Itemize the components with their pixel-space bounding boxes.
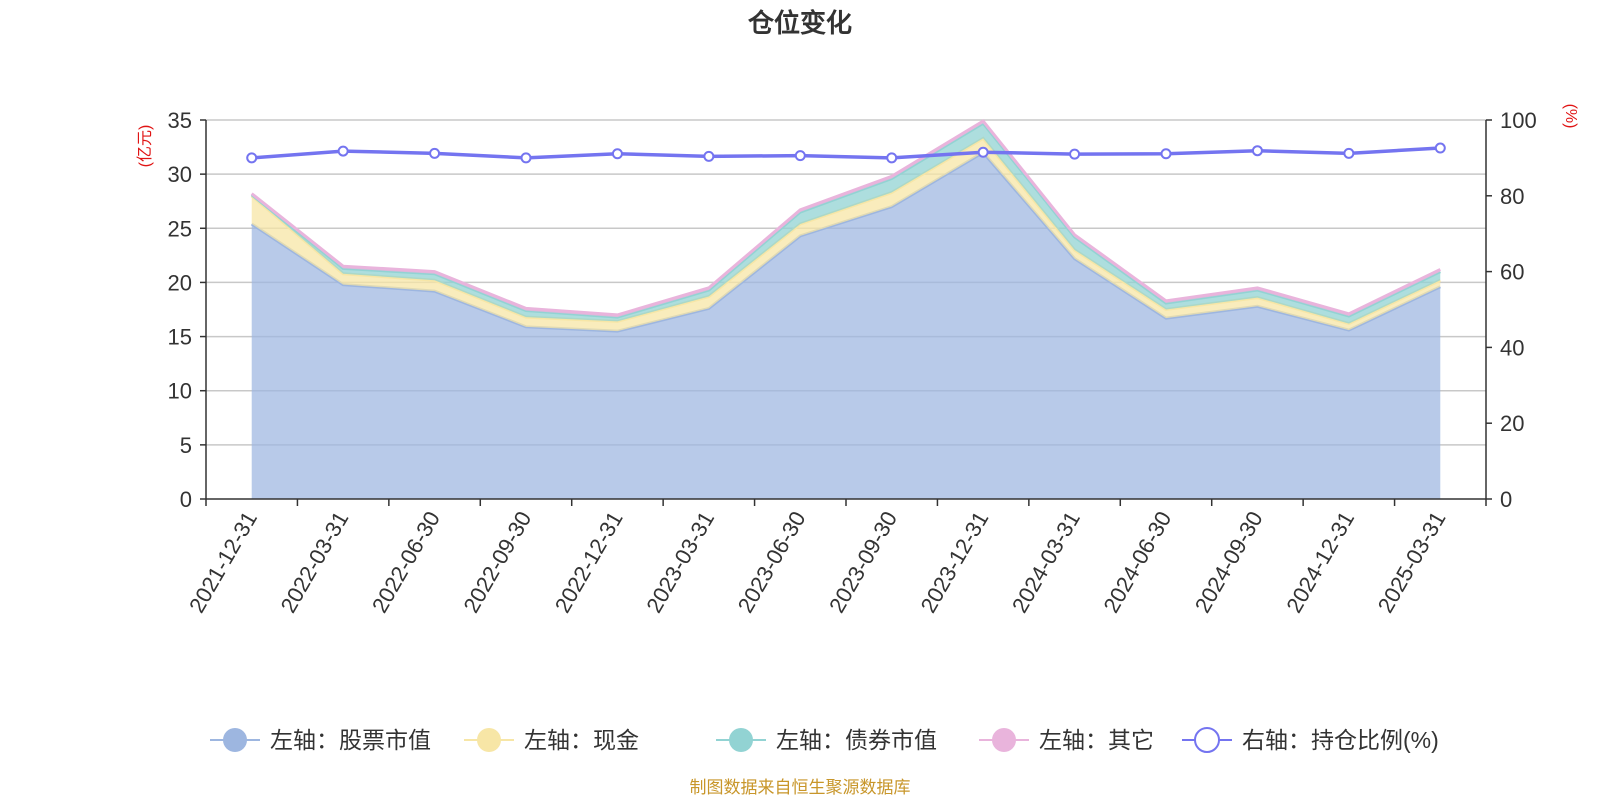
ratio-point xyxy=(520,152,532,164)
right-tick-label: 80 xyxy=(1500,184,1524,209)
left-tick-label: 20 xyxy=(168,270,192,295)
x-tick-label: 2022-03-31 xyxy=(276,507,354,617)
left-axis-unit-label: (亿元) xyxy=(136,125,154,168)
stacked-areas xyxy=(250,119,1441,499)
left-tick-label: 30 xyxy=(168,162,192,187)
right-tick-label: 20 xyxy=(1500,411,1524,436)
right-tick-label: 100 xyxy=(1500,108,1537,133)
left-tick-label: 0 xyxy=(180,487,192,512)
legend-label: 右轴：持仓比例(%) xyxy=(1242,727,1439,753)
ratio-point xyxy=(1343,147,1355,159)
legend-item-cash[interactable]: 左轴：现金 xyxy=(464,727,639,753)
ratio-series-line xyxy=(251,146,1441,160)
x-tick-label: 2023-12-31 xyxy=(916,507,994,617)
legend-circle-icon xyxy=(223,728,247,752)
legend-item-stocks[interactable]: 左轴：股票市值 xyxy=(210,727,431,753)
x-tick-label: 2022-06-30 xyxy=(367,507,445,617)
left-tick-label: 25 xyxy=(168,216,192,241)
ratio-point xyxy=(886,152,898,164)
legend-item-bonds[interactable]: 左轴：债券市值 xyxy=(716,727,937,753)
right-axis-unit-label: (%) xyxy=(1562,104,1579,129)
legend-hollow-circle-icon xyxy=(1194,727,1220,753)
x-tick-label: 2022-12-31 xyxy=(550,507,628,617)
stocks-area xyxy=(251,152,1441,499)
legend[interactable]: 左轴：股票市值 左轴：现金 左轴：债券市值 左轴：其它 右轴：持仓比例(%) xyxy=(210,727,1439,753)
left-tick-label: 15 xyxy=(168,325,192,350)
ratio-point xyxy=(246,152,258,164)
right-tick-label: 60 xyxy=(1500,260,1524,285)
right-tick-label: 0 xyxy=(1500,487,1512,512)
x-tick-label: 2023-06-30 xyxy=(733,507,811,617)
x-tick-label: 2024-03-31 xyxy=(1007,507,1085,617)
x-tick-label: 2024-09-30 xyxy=(1190,507,1268,617)
x-tick-label: 2022-09-30 xyxy=(458,507,536,617)
source-note: 制图数据来自恒生聚源数据库 xyxy=(690,778,911,797)
x-tick-label: 2024-06-30 xyxy=(1098,507,1176,617)
legend-circle-icon xyxy=(729,728,753,752)
x-tick-label: 2023-09-30 xyxy=(824,507,902,617)
ratio-point xyxy=(1160,148,1172,160)
legend-label: 左轴：债券市值 xyxy=(776,727,937,753)
left-tick-label: 10 xyxy=(168,379,192,404)
legend-circle-icon xyxy=(477,728,501,752)
left-tick-label: 35 xyxy=(168,108,192,133)
ratio-point xyxy=(794,150,806,162)
x-tick-label: 2024-12-31 xyxy=(1281,507,1359,617)
ratio-point xyxy=(1434,142,1446,154)
legend-label: 左轴：其它 xyxy=(1039,727,1154,753)
ratio-point xyxy=(1069,148,1081,160)
other-series-line xyxy=(250,119,1441,317)
ratio-point xyxy=(337,145,349,157)
ratio-point xyxy=(977,146,989,158)
ratio-point xyxy=(429,147,441,159)
ratio-point xyxy=(1251,145,1263,157)
ratio-point xyxy=(611,148,623,160)
legend-item-other[interactable]: 左轴：其它 xyxy=(979,727,1154,753)
right-tick-label: 40 xyxy=(1500,335,1524,360)
legend-circle-icon xyxy=(992,728,1016,752)
x-tick-label: 2025-03-31 xyxy=(1373,507,1451,617)
x-tick-label: 2023-03-31 xyxy=(641,507,719,617)
x-tick-label: 2021-12-31 xyxy=(184,507,262,617)
legend-item-ratio[interactable]: 右轴：持仓比例(%) xyxy=(1182,727,1439,753)
ratio-line-layer xyxy=(246,142,1446,164)
chart-title: 仓位变化 xyxy=(747,8,852,38)
legend-label: 左轴：现金 xyxy=(524,727,639,753)
left-tick-label: 5 xyxy=(180,433,192,458)
ratio-point xyxy=(703,150,715,162)
legend-label: 左轴：股票市值 xyxy=(270,727,431,753)
